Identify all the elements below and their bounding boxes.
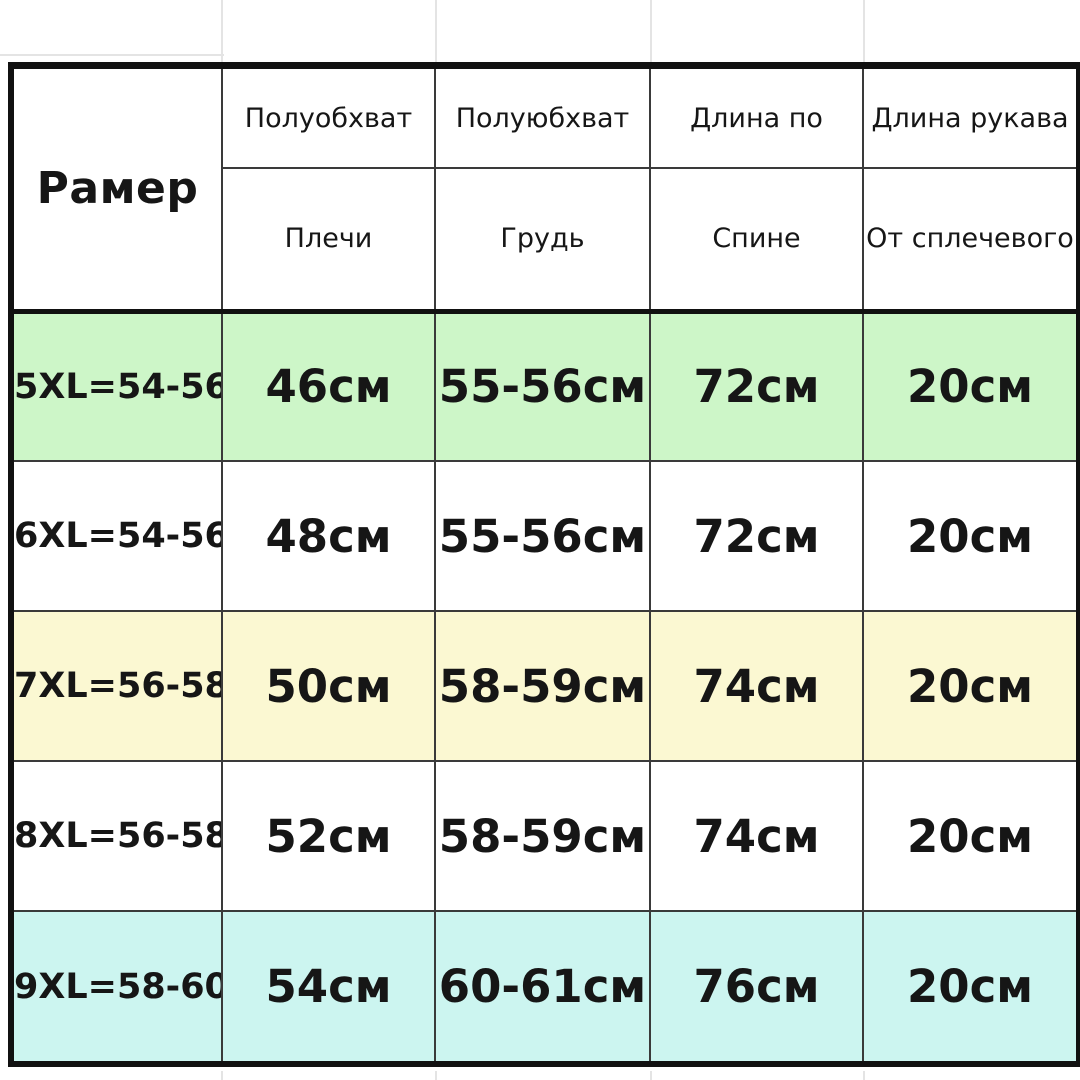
table-row: 6XL=54-56 48см 55-56см 72см 20см <box>14 460 1076 612</box>
col-header-sleeve-bottom: От сплечевого <box>862 167 1076 314</box>
header-row-top: Рамер Полуобхват Полуюбхват Длина по Дли… <box>14 69 1076 314</box>
back-length-value: 74см <box>649 610 864 762</box>
table-row: 5XL=54-56 46см 55-56см 72см 20см <box>14 310 1076 462</box>
sleeve-length-value: 20см <box>862 910 1076 1061</box>
header-row-bottom: Плечи Грудь Спине От сплечевого <box>14 167 1076 314</box>
shoulders-value: 52см <box>221 760 436 912</box>
grid-line <box>650 0 652 62</box>
grid-line <box>435 0 437 62</box>
back-length-value: 76см <box>649 910 864 1061</box>
sleeve-length-value: 20см <box>862 610 1076 762</box>
col-header-sleeve-top: Длина рукава <box>862 69 1076 169</box>
shoulders-value: 46см <box>221 310 436 462</box>
sleeve-length-value: 20см <box>862 460 1076 612</box>
table-row: 8XL=56-58 52см 58-59см 74см 20см <box>14 760 1076 912</box>
grid-line <box>650 1071 652 1080</box>
size-table-grid: Рамер Полуобхват Полуюбхват Длина по Дли… <box>14 69 1076 1061</box>
back-length-value: 74см <box>649 760 864 912</box>
grid-line <box>221 1071 223 1080</box>
chest-value: 60-61см <box>434 910 651 1061</box>
table-row: 7XL=56-58 50см 58-59см 74см 20см <box>14 610 1076 762</box>
size-table: Рамер Полуобхват Полуюбхват Длина по Дли… <box>8 62 1080 1067</box>
back-length-value: 72см <box>649 460 864 612</box>
grid-line <box>435 1071 437 1080</box>
size-label: 6XL=54-56 <box>14 460 223 612</box>
grid-line <box>863 1071 865 1080</box>
col-header-back-bottom: Спине <box>649 167 864 314</box>
grid-line <box>0 54 224 56</box>
table-row: 9XL=58-60 54см 60-61см 76см 20см <box>14 910 1076 1061</box>
col-header-shoulders-bottom: Плечи <box>222 167 436 314</box>
chest-value: 55-56см <box>434 460 651 612</box>
chest-value: 58-59см <box>434 760 651 912</box>
size-label: 9XL=58-60 <box>14 910 223 1061</box>
sleeve-length-value: 20см <box>862 310 1076 462</box>
shoulders-value: 50см <box>221 610 436 762</box>
col-header-back-top: Длина по <box>649 69 864 169</box>
shoulders-value: 54см <box>221 910 436 1061</box>
corner-header-size: Рамер <box>14 69 223 314</box>
grid-line <box>863 0 865 62</box>
chest-value: 55-56см <box>434 310 651 462</box>
col-header-chest-top: Полуюбхват <box>434 69 651 169</box>
grid-line <box>221 0 223 62</box>
size-label: 7XL=56-58 <box>14 610 223 762</box>
col-header-shoulders-top: Полуобхват <box>221 69 436 169</box>
size-label: 8XL=56-58 <box>14 760 223 912</box>
size-label: 5XL=54-56 <box>14 310 223 462</box>
back-length-value: 72см <box>649 310 864 462</box>
chest-value: 58-59см <box>434 610 651 762</box>
sleeve-length-value: 20см <box>862 760 1076 912</box>
shoulders-value: 48см <box>221 460 436 612</box>
col-header-chest-bottom: Грудь <box>434 167 651 314</box>
